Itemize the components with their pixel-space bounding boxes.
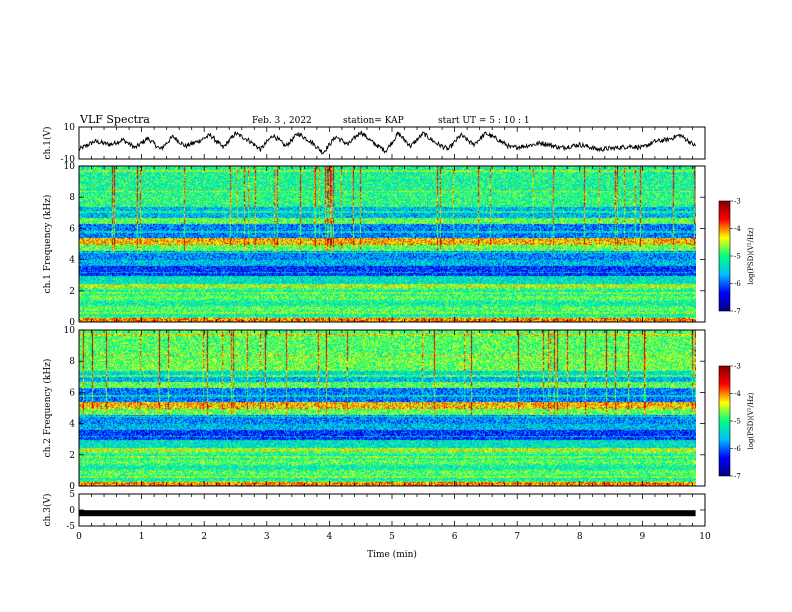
colorbar-gradient [718, 200, 731, 312]
y-tick-label: 5 [69, 490, 75, 500]
y-tick-label: 8 [69, 193, 75, 203]
x-tick-label: 9 [640, 532, 646, 542]
date-label: Feb. 3 , 2022 [252, 116, 312, 126]
ch2-colorbar: -3 -4 -5 -6 -7 log(PSD)(V²/Hz) [718, 363, 755, 481]
y-tick-label: 0 [69, 506, 75, 516]
colorbar-label: log(PSD)(V²/Hz) [747, 392, 755, 449]
y-tick-label: 10 [64, 162, 76, 172]
x-tick-label: 2 [201, 532, 207, 542]
time-axis: 0 1 2 3 4 5 6 7 8 9 10 [76, 532, 711, 542]
y-tick-label: 8 [69, 357, 75, 367]
y-axis-label: ch.3(V) [42, 494, 53, 527]
y-tick-label: 10 [64, 123, 76, 133]
spectrogram-image [79, 330, 696, 486]
x-tick-label: 7 [514, 532, 520, 542]
x-tick-label: 3 [264, 532, 270, 542]
start-time-label: start UT = 5 : 10 : 1 [438, 116, 530, 126]
y-tick-label: 4 [69, 256, 75, 266]
y-axis-label: ch.2 Frequency (kHz) [42, 359, 53, 458]
colorbar-tick-label: -6 [734, 445, 741, 453]
colorbar-tick-label: -5 [734, 253, 741, 261]
colorbar-tick-label: -7 [734, 308, 741, 316]
x-tick-label: 10 [699, 532, 711, 542]
ch3-voltage-trace [79, 510, 696, 517]
x-tick-label: 0 [76, 532, 82, 542]
ch1-voltage-trace [78, 130, 696, 155]
ch1-spectrogram-panel: 0 2 4 6 8 10 ch.1 Frequency (kHz) [42, 162, 706, 328]
ch3-voltage-panel: 5 0 -5 ch.3(V) [42, 490, 706, 532]
spectrogram-image [79, 166, 696, 322]
y-tick-label: 2 [69, 451, 75, 461]
x-tick-label: 8 [577, 532, 583, 542]
y-tick-label: -10 [61, 155, 76, 165]
y-tick-label: 4 [69, 420, 75, 430]
colorbar-tick-label: -3 [734, 198, 741, 206]
colorbar-label: log(PSD)(V²/Hz) [747, 227, 755, 284]
y-tick-label: 6 [69, 388, 75, 398]
x-tick-label: 4 [327, 532, 333, 542]
y-axis-label: ch.1 Frequency (kHz) [42, 195, 53, 294]
ch1-voltage-panel: 10 -10 ch.1(V) [42, 123, 706, 165]
y-tick-label: 0 [69, 482, 75, 492]
ch1-colorbar: -3 -4 -5 -6 -7 log(PSD)(V²/Hz) [718, 198, 755, 316]
x-tick-label: 6 [452, 532, 458, 542]
colorbar-gradient [718, 365, 731, 477]
y-tick-label: 6 [69, 224, 75, 234]
y-tick-label: 2 [69, 287, 75, 297]
colorbar-tick-label: -5 [734, 418, 741, 426]
y-tick-label: 10 [64, 326, 76, 336]
y-axis-label: ch.1(V) [42, 127, 53, 160]
x-axis-label: Time (min) [367, 549, 417, 560]
colorbar-tick-label: -3 [734, 363, 741, 371]
y-tick-label: -5 [66, 522, 75, 532]
figure-title: VLF Spectra [79, 113, 150, 126]
x-tick-label: 5 [389, 532, 395, 542]
x-tick-label: 1 [139, 532, 145, 542]
station-label: station= KAP [343, 116, 404, 126]
y-tick-label: 0 [69, 318, 75, 328]
colorbar-tick-label: -7 [734, 473, 741, 481]
colorbar-tick-label: -4 [734, 390, 741, 398]
colorbar-tick-label: -4 [734, 225, 741, 233]
ch2-spectrogram-panel: 0 2 4 6 8 10 ch.2 Frequency (kHz) [42, 326, 706, 492]
colorbar-tick-label: -6 [734, 280, 741, 288]
